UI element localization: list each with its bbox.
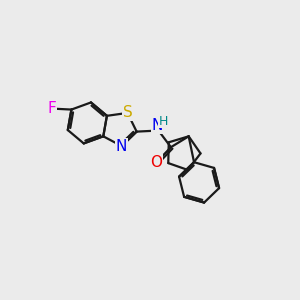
Text: S: S [123, 105, 132, 120]
Text: N: N [151, 118, 163, 133]
Text: N: N [116, 139, 127, 154]
Text: O: O [151, 155, 163, 170]
Text: F: F [47, 101, 56, 116]
Text: H: H [159, 115, 169, 128]
